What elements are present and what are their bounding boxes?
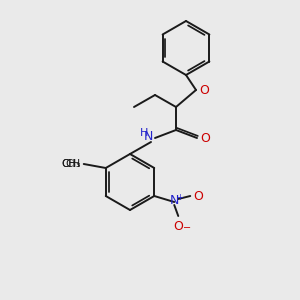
Text: O: O <box>173 220 183 233</box>
Text: O: O <box>200 131 210 145</box>
Text: N: N <box>169 194 179 208</box>
Text: CH: CH <box>66 159 81 169</box>
Text: O: O <box>193 190 203 202</box>
Text: N: N <box>144 130 153 143</box>
Text: CH₃: CH₃ <box>61 159 81 169</box>
Text: −: − <box>183 223 191 233</box>
Text: H: H <box>140 128 148 138</box>
Text: O: O <box>199 83 209 97</box>
Text: +: + <box>176 193 183 202</box>
Text: CH₃: CH₃ <box>61 159 81 169</box>
